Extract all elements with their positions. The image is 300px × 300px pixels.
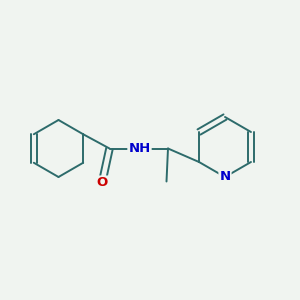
Text: O: O (96, 176, 108, 190)
Text: NH: NH (128, 142, 151, 155)
Text: N: N (219, 170, 231, 184)
